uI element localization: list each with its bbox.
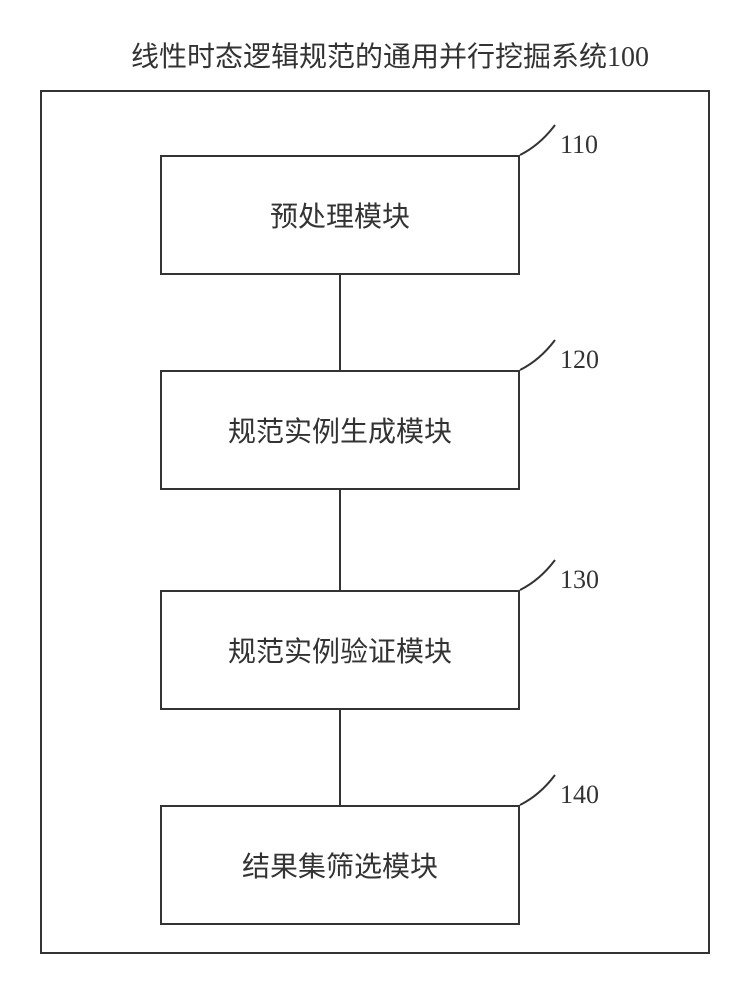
module-ref-m140: 140 xyxy=(560,780,599,810)
module-box-m140: 结果集筛选模块 xyxy=(160,805,520,925)
diagram-page: 线性时态逻辑规范的通用并行挖掘系统100 预处理模块 110 规范实例生成模块 120 规… xyxy=(0,0,752,1000)
module-ref-m130: 130 xyxy=(560,565,599,595)
module-box-m120: 规范实例生成模块 xyxy=(160,370,520,490)
module-box-m130: 规范实例验证模块 xyxy=(160,590,520,710)
module-box-m110: 预处理模块 xyxy=(160,155,520,275)
module-label: 规范实例生成模块 xyxy=(228,410,452,450)
module-ref-m120: 120 xyxy=(560,345,599,375)
module-label: 规范实例验证模块 xyxy=(228,630,452,670)
module-label: 结果集筛选模块 xyxy=(242,845,438,885)
module-ref-m110: 110 xyxy=(560,130,598,160)
module-label: 预处理模块 xyxy=(270,195,410,235)
diagram-title: 线性时态逻辑规范的通用并行挖掘系统100 xyxy=(110,35,670,75)
